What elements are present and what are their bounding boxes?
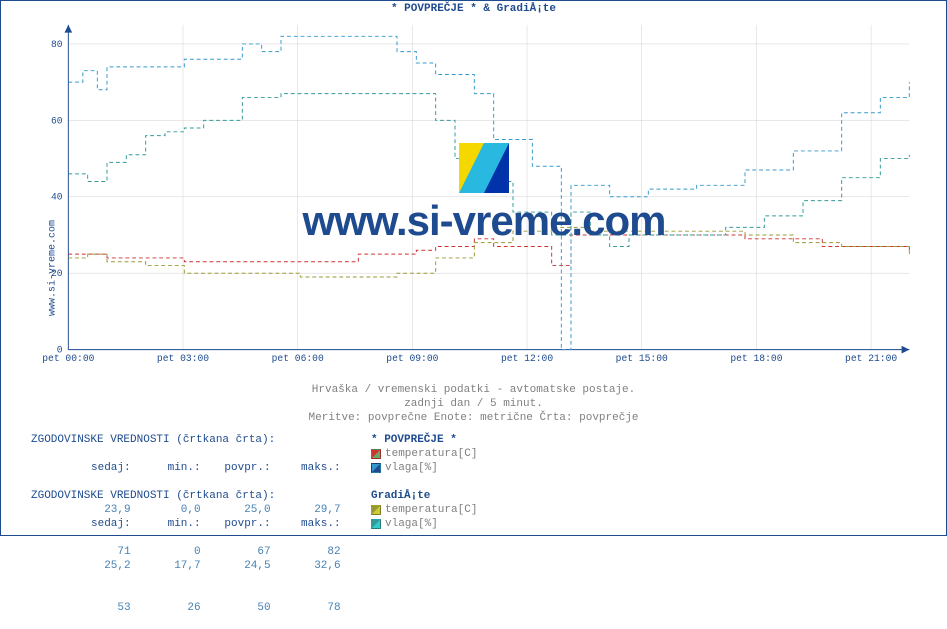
subtitle-line: zadnji dan / 5 minut. — [1, 397, 946, 411]
swatch-icon — [371, 449, 381, 459]
svg-text:pet 15:00: pet 15:00 — [616, 353, 668, 364]
svg-text:pet 03:00: pet 03:00 — [157, 353, 209, 364]
svg-text:pet 12:00: pet 12:00 — [501, 353, 553, 364]
svg-text:pet 21:00: pet 21:00 — [845, 353, 897, 364]
svg-text:20: 20 — [51, 268, 63, 279]
legend-data-row: 53265078 — [31, 587, 341, 629]
chart-title: * POVPREČJE * & GradiÅ¡te — [1, 3, 946, 15]
legend-header: ZGODOVINSKE VREDNOSTI (črtkana črta): — [31, 433, 341, 447]
swatch-icon — [371, 463, 381, 473]
legend-block-2: ZGODOVINSKE VREDNOSTI (črtkana črta): se… — [31, 489, 341, 629]
chart-container: www.si-vreme.com * POVPREČJE * & GradiÅ¡… — [0, 0, 947, 536]
subtitle-line: Meritve: povprečne Enote: metrične Črta:… — [1, 411, 946, 425]
svg-text:0: 0 — [57, 345, 63, 356]
legend-series-item: temperatura[C] — [371, 503, 477, 517]
svg-text:pet 00:00: pet 00:00 — [42, 353, 94, 364]
legend-series-item: vlaga[%] — [371, 517, 477, 531]
swatch-icon — [371, 505, 381, 515]
subtitle-line: Hrvaška / vremenski podatki - avtomatske… — [1, 383, 946, 397]
legend-series-list: * POVPREČJE * temperatura[C] vlaga[%] — [371, 433, 477, 475]
svg-text:80: 80 — [51, 39, 63, 50]
legend-series-title: * POVPREČJE * — [371, 433, 477, 447]
plot-svg: pet 00:00pet 03:00pet 06:00pet 09:00pet … — [49, 19, 919, 369]
legend-series-list: GradiÅ¡te temperatura[C] vlaga[%] — [371, 489, 477, 531]
swatch-icon — [371, 519, 381, 529]
svg-text:40: 40 — [51, 192, 63, 203]
subtitle-block: Hrvaška / vremenski podatki - avtomatske… — [1, 383, 946, 425]
legend-series-item: temperatura[C] — [371, 447, 477, 461]
legend-col-headers: sedaj:min.:povpr.:maks.: — [31, 447, 341, 489]
svg-text:pet 18:00: pet 18:00 — [730, 353, 782, 364]
legend-data-row: 25,217,724,532,6 — [31, 545, 341, 587]
legend-series-item: vlaga[%] — [371, 461, 477, 475]
svg-text:60: 60 — [51, 115, 63, 126]
legend-col-headers: sedaj:min.:povpr.:maks.: — [31, 503, 341, 545]
svg-text:pet 06:00: pet 06:00 — [272, 353, 324, 364]
legend-header: ZGODOVINSKE VREDNOSTI (črtkana črta): — [31, 489, 341, 503]
legend-series-title: GradiÅ¡te — [371, 489, 477, 503]
svg-text:pet 09:00: pet 09:00 — [386, 353, 438, 364]
